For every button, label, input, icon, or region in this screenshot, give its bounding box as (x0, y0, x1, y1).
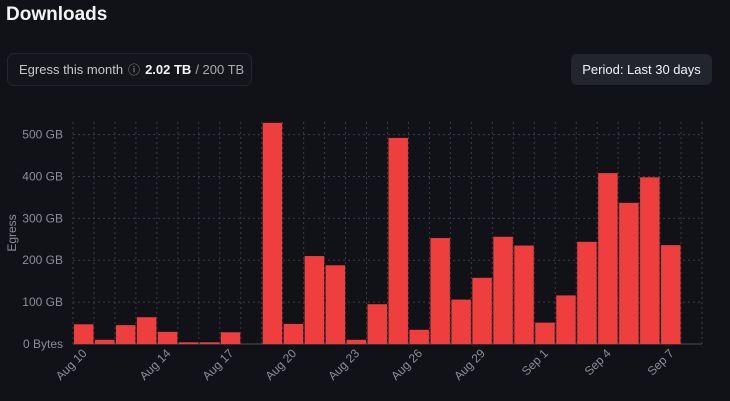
y-tick-label: 400 GB (22, 169, 63, 183)
bar-aug-11[interactable] (94, 339, 115, 344)
info-circle-icon[interactable]: ⓘ (128, 63, 141, 77)
x-tick-label: Aug 17 (200, 346, 237, 383)
bar-aug-12[interactable] (115, 325, 136, 344)
bar-sep-2[interactable] (556, 295, 576, 344)
bar-aug-15[interactable] (178, 342, 199, 344)
period-selector-button[interactable]: Period: Last 30 days (571, 54, 712, 85)
bar-aug-20[interactable] (283, 323, 304, 344)
bar-aug-25[interactable] (388, 137, 408, 344)
bar-aug-24[interactable] (367, 304, 387, 344)
bar-sep-4[interactable] (598, 173, 618, 344)
bar-aug-19[interactable] (262, 122, 283, 344)
bar-sep-7[interactable] (661, 245, 681, 344)
bar-aug-14[interactable] (157, 331, 178, 344)
x-tick-label: Sep 1 (519, 346, 551, 378)
bar-aug-28[interactable] (451, 299, 471, 344)
bar-aug-23[interactable] (346, 339, 367, 344)
x-tick-label: Aug 23 (325, 346, 362, 383)
y-tick-label: 200 GB (22, 253, 63, 267)
y-tick-label: 0 Bytes (23, 337, 63, 351)
y-axis-label: Egress (5, 214, 19, 251)
bar-aug-29[interactable] (472, 277, 492, 344)
bar-aug-30[interactable] (493, 236, 513, 344)
bar-aug-17[interactable] (220, 332, 241, 344)
bar-aug-21[interactable] (304, 256, 325, 344)
y-tick-label: 500 GB (22, 128, 63, 142)
bar-aug-26[interactable] (409, 329, 429, 344)
x-tick-label: Aug 29 (451, 346, 488, 383)
egress-used-value: 2.02 TB (145, 62, 192, 77)
bar-aug-16[interactable] (199, 342, 220, 344)
egress-label: Egress this month (19, 62, 124, 77)
bar-aug-22[interactable] (325, 265, 346, 344)
egress-total-value: / 200 TB (195, 62, 245, 77)
x-tick-label: Sep 7 (645, 346, 677, 378)
bar-sep-3[interactable] (577, 241, 597, 344)
egress-summary-card: Egress this month ⓘ 2.02 TB / 200 TB (7, 53, 252, 86)
y-tick-label: 300 GB (22, 211, 63, 225)
bar-sep-6[interactable] (640, 177, 660, 344)
x-tick-label: Sep 4 (582, 346, 614, 378)
y-tick-label: 100 GB (22, 295, 63, 309)
bar-sep-1[interactable] (535, 322, 555, 344)
x-tick-label: Aug 20 (262, 346, 299, 383)
x-tick-label: Aug 10 (53, 346, 90, 383)
bar-sep-5[interactable] (619, 202, 639, 344)
bar-aug-27[interactable] (430, 238, 450, 344)
bar-aug-10[interactable] (74, 324, 94, 344)
bar-aug-31[interactable] (514, 245, 534, 344)
page-title: Downloads (6, 4, 108, 25)
bar-aug-13[interactable] (136, 317, 157, 344)
x-tick-label: Aug 26 (388, 346, 425, 383)
x-tick-label: Aug 14 (137, 346, 174, 383)
